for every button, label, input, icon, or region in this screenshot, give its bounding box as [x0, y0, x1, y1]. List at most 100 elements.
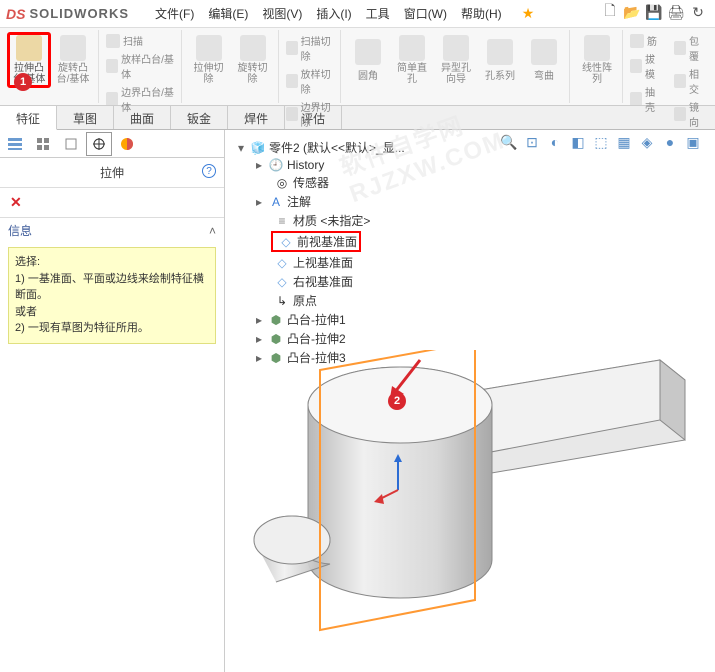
feature-title: 拉伸 [100, 166, 124, 180]
tree-root-node[interactable]: ▾🧊零件2 (默认<<默认>_显... [235, 138, 405, 157]
menu-view[interactable]: 视图(V) [256, 3, 308, 24]
ribbon-group-cut2: 扫描切除 放样切除 边界切除 [281, 30, 342, 103]
panel-tab-property[interactable] [30, 132, 56, 156]
shell-button[interactable]: 抽壳 [628, 83, 664, 115]
menu-window[interactable]: 窗口(W) [398, 3, 453, 24]
close-button[interactable]: ✕ [0, 188, 224, 217]
history-icon: 🕘 [268, 158, 284, 172]
expand-icon[interactable]: ▸ [253, 158, 265, 172]
menu-tools[interactable]: 工具 [360, 3, 396, 24]
rib-button[interactable]: 筋 [628, 32, 664, 49]
callout-badge-2: 2 [388, 392, 406, 410]
tree-sensors[interactable]: ◎传感器 [253, 173, 405, 192]
tree-origin[interactable]: ↳原点 [253, 291, 405, 310]
hole-wizard-button[interactable]: 异型孔 向导 [434, 32, 478, 88]
boundary-button[interactable]: 边界凸台/基体 [104, 83, 178, 115]
info-section-header[interactable]: 信息 ˄ [0, 217, 224, 243]
collapse-icon[interactable]: ▾ [235, 141, 247, 155]
panel-tab-display[interactable] [114, 132, 140, 156]
ribbon-group-misc2: 包覆 相交 镜向 [669, 30, 711, 103]
menu-bar: 文件(F) 编辑(E) 视图(V) 插入(I) 工具 窗口(W) 帮助(H) ★ [149, 3, 540, 24]
intersect-button[interactable]: 相交 [672, 65, 708, 97]
sweep-cut-button[interactable]: 扫描切除 [284, 32, 338, 64]
part-icon: 🧊 [250, 141, 266, 155]
ribbon-group-pattern: 线性阵 列 [572, 30, 623, 103]
property-panel: 拉伸 ? ✕ 信息 ˄ 选择: 1) 一基准面、平面或边线来绘制特征横断面。 或… [0, 130, 225, 672]
title-bar: DS SOLIDWORKS 文件(F) 编辑(E) 视图(V) 插入(I) 工具… [0, 0, 715, 28]
star-icon[interactable]: ★ [516, 3, 541, 24]
chevron-up-icon: ˄ [209, 224, 216, 238]
feature-header: 拉伸 ? [0, 158, 224, 188]
revolve-boss-button[interactable]: 旋转凸 台/基体 [51, 32, 95, 88]
plane-icon: ◇ [278, 235, 294, 249]
new-icon[interactable]: 🗋 [601, 3, 619, 21]
hint-1: 1) 一基准面、平面或边线来绘制特征横断面。 [15, 271, 209, 304]
panel-tabs [0, 130, 224, 158]
plane-icon: ◇ [274, 275, 290, 289]
logo: DS [6, 6, 25, 22]
ribbon-group-boss: 拉伸凸 台/基体 1 旋转凸 台/基体 [4, 30, 99, 103]
linear-pattern-button[interactable]: 线性阵 列 [575, 32, 619, 88]
loft-cut-button[interactable]: 放样切除 [284, 65, 338, 97]
ribbon-group-boss2: 扫描 放样凸台/基体 边界凸台/基体 [101, 30, 182, 103]
ribbon-group-misc: 筋 拔模 抽壳 [625, 30, 667, 103]
boundary-cut-button[interactable]: 边界切除 [284, 98, 338, 130]
info-label: 信息 [8, 222, 32, 239]
simple-hole-button[interactable]: 简单直 孔 [390, 32, 434, 88]
hint-2: 2) 一现有草图为特征所用。 [15, 320, 209, 337]
print-icon[interactable]: 🖨 [667, 3, 685, 21]
feature-tree: ▾🧊零件2 (默认<<默认>_显... ▸🕘History ◎传感器 ▸A注解 … [235, 138, 405, 367]
panel-tab-dimxpert[interactable] [86, 132, 112, 156]
quick-access-toolbar: 🗋 📂 💾 🖨 ↻ [601, 3, 707, 21]
tree-front-plane[interactable]: ◇前视基准面 [253, 230, 405, 253]
tree-top-plane[interactable]: ◇上视基准面 [253, 253, 405, 272]
loft-button[interactable]: 放样凸台/基体 [104, 50, 178, 82]
tree-extrude2[interactable]: ▸⬢凸台-拉伸2 [253, 329, 405, 348]
open-icon[interactable]: 📂 [623, 3, 641, 21]
sensor-icon: ◎ [274, 176, 290, 190]
menu-insert[interactable]: 插入(I) [310, 3, 357, 24]
tab-sheetmetal[interactable]: 钣金 [171, 106, 228, 129]
shell2-button[interactable]: 包覆 [672, 32, 708, 64]
origin-icon: ↳ [274, 294, 290, 308]
callout-badge-1: 1 [14, 73, 32, 91]
fillet-button[interactable]: 圆角 [346, 32, 390, 88]
info-hint-box: 选择: 1) 一基准面、平面或边线来绘制特征横断面。 或者 2) 一现有草图为特… [8, 247, 216, 344]
help-icon[interactable]: ? [202, 164, 216, 178]
mirror-button[interactable]: 镜向 [672, 98, 708, 130]
expand-icon[interactable]: ▸ [253, 332, 265, 346]
expand-icon[interactable]: ▸ [253, 195, 265, 209]
hint-select: 选择: [15, 254, 209, 271]
tab-weldment[interactable]: 焊件 [228, 106, 285, 129]
save-icon[interactable]: 💾 [645, 3, 663, 21]
extrude-icon: ⬢ [268, 332, 284, 346]
tree-right-plane[interactable]: ◇右视基准面 [253, 272, 405, 291]
tab-feature[interactable]: 特征 [0, 106, 57, 130]
ribbon: 拉伸凸 台/基体 1 旋转凸 台/基体 扫描 放样凸台/基体 边界凸台/基体 拉… [0, 28, 715, 106]
material-icon: ≡ [274, 214, 290, 228]
menu-edit[interactable]: 编辑(E) [202, 3, 254, 24]
extrude-boss-button[interactable]: 拉伸凸 台/基体 1 [7, 32, 51, 88]
wrap-button[interactable]: 弯曲 [522, 32, 566, 88]
hint-or: 或者 [15, 304, 209, 321]
tree-material[interactable]: ≡材质 <未指定> [253, 211, 405, 230]
extrude-cut-button[interactable]: 拉伸切 除 [187, 32, 231, 88]
menu-help[interactable]: 帮助(H) [455, 3, 508, 24]
draft-button[interactable]: 拔模 [628, 50, 664, 82]
brand: SOLIDWORKS [29, 6, 129, 21]
hole-series-button[interactable]: 孔系列 [478, 32, 522, 88]
expand-icon[interactable]: ▸ [253, 313, 265, 327]
refresh-icon[interactable]: ↻ [689, 3, 707, 21]
menu-file[interactable]: 文件(F) [149, 3, 200, 24]
panel-tab-feature-tree[interactable] [2, 132, 28, 156]
plane-icon: ◇ [274, 256, 290, 270]
model-viewport[interactable] [230, 350, 710, 670]
tree-extrude1[interactable]: ▸⬢凸台-拉伸1 [253, 310, 405, 329]
tree-history[interactable]: ▸🕘History [253, 157, 405, 173]
panel-tab-config[interactable] [58, 132, 84, 156]
extrude-icon: ⬢ [268, 313, 284, 327]
tree-annotations[interactable]: ▸A注解 [253, 192, 405, 211]
revolve-cut-button[interactable]: 旋转切 除 [231, 32, 275, 88]
sweep-button[interactable]: 扫描 [104, 32, 178, 49]
ribbon-group-cut: 拉伸切 除 旋转切 除 [184, 30, 279, 103]
